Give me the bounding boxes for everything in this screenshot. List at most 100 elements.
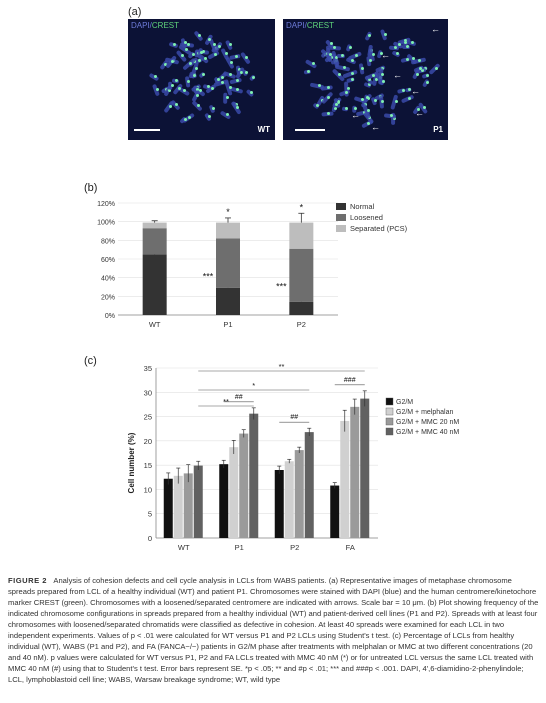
significance-marker: *	[226, 207, 230, 217]
y-tick-label: 120%	[97, 201, 115, 208]
y-tick-label: 40%	[101, 276, 115, 283]
micrograph-label-wt: WT	[257, 125, 270, 134]
centromere-signal	[333, 107, 337, 111]
centromere-signal	[191, 52, 195, 56]
centromere-signal	[170, 84, 174, 88]
centromere-signal	[368, 33, 372, 37]
legend-swatch	[385, 397, 394, 406]
bar-segment	[289, 222, 314, 249]
bar-segment	[216, 222, 240, 239]
centromere-signal	[245, 56, 249, 60]
centromere-signal	[220, 76, 224, 80]
scale-bar-p1	[295, 129, 325, 131]
bar	[249, 413, 259, 538]
micrograph-label-p1: P1	[433, 125, 443, 134]
centromere-signal	[425, 73, 429, 77]
centromere-signal	[335, 55, 339, 59]
centromere-signal	[384, 33, 387, 37]
centromere-signal	[420, 69, 424, 73]
centromere-signal	[329, 41, 333, 45]
bar	[294, 450, 304, 538]
legend-swatch	[336, 214, 346, 221]
centromere-signal	[338, 73, 342, 77]
legend-label: G2/M + MMC 40 nM	[396, 429, 459, 436]
legend-label: G2/M + melphalan	[396, 409, 453, 416]
centromere-signal	[212, 106, 216, 110]
x-tick-label: P1	[223, 320, 232, 329]
significance-marker: **	[223, 397, 229, 406]
centromere-signal	[371, 73, 375, 77]
centromere-signal	[329, 53, 333, 57]
y-tick-label: 0	[148, 534, 152, 543]
centromere-signal	[419, 67, 423, 71]
centromere-signal	[418, 58, 422, 62]
bar	[274, 470, 284, 538]
centromere-signal	[348, 45, 352, 49]
arrow-icon: ←	[351, 110, 360, 120]
y-tick-label: 10	[144, 485, 152, 494]
bar	[239, 433, 249, 538]
centromere-signal	[353, 106, 357, 110]
centromere-signal	[198, 34, 202, 38]
centromere-signal	[252, 75, 256, 79]
centromere-signal	[155, 88, 159, 92]
centromere-signal	[210, 87, 214, 91]
bar-segment	[216, 287, 240, 315]
bar	[193, 465, 203, 538]
centromere-signal	[216, 77, 220, 81]
centromere-signal	[344, 107, 348, 111]
centromere-signal	[235, 105, 239, 109]
centromere-signal	[196, 103, 200, 107]
arrow-icon: ←	[411, 86, 420, 96]
centromere-signal	[351, 58, 355, 62]
legend-swatch	[336, 203, 346, 210]
centromere-signal	[201, 50, 205, 54]
panel-a-label: (a)	[128, 6, 142, 18]
centromere-signal	[380, 52, 384, 56]
centromere-signal	[235, 87, 239, 91]
centromere-signal	[317, 83, 321, 87]
panel-b-label: (b)	[84, 182, 98, 194]
bar-segment	[289, 248, 314, 302]
legend-swatch	[385, 427, 394, 436]
significance-marker: ###	[344, 377, 356, 384]
centromere-signal	[407, 97, 411, 101]
bar	[350, 406, 360, 538]
centromere-signal	[390, 114, 394, 118]
centromere-signal	[169, 105, 173, 109]
x-tick-label: FA	[346, 543, 355, 552]
centromere-signal	[350, 72, 354, 76]
stacked-bar-chart: 0%20%40%60%80%100%120%WT P1 P2******** Norm…	[97, 201, 408, 329]
centromere-signal	[341, 53, 345, 57]
legend-label: Separated (PCS)	[350, 224, 408, 233]
centromere-signal	[229, 60, 233, 64]
centromere-signal	[184, 47, 188, 51]
figure-caption: FIGURE 2 Analysis of cohesion defects an…	[8, 575, 540, 685]
y-tick-label: 5	[148, 510, 152, 519]
significance-marker: ***	[203, 271, 214, 281]
scale-bar-wt	[134, 129, 160, 131]
centromere-signal	[368, 77, 372, 81]
centromere-signal	[193, 73, 197, 77]
x-tick-label: P2	[297, 320, 306, 329]
bar-segment	[142, 228, 167, 255]
centromere-signal	[394, 100, 398, 104]
centromere-signal	[381, 79, 385, 83]
centromere-signal	[229, 43, 233, 47]
y-tick-label: 80%	[101, 238, 115, 245]
panel-c-label: (c)	[84, 355, 97, 367]
centromere-signal	[434, 67, 438, 71]
centromere-signal	[208, 114, 212, 118]
centromere-signal	[206, 85, 210, 89]
centromere-signal	[203, 57, 207, 61]
significance-marker: *	[252, 381, 255, 390]
arrow-icon: ←	[381, 50, 390, 60]
centromere-signal	[373, 98, 377, 102]
caption-text: Analysis of cohesion defects and cell cy…	[8, 576, 539, 684]
centromere-signal	[346, 86, 350, 90]
centromere-signal	[212, 42, 216, 46]
significance-marker: ##	[290, 414, 298, 421]
x-tick-label: P2	[290, 543, 299, 552]
legend-label: G2/M	[396, 399, 413, 406]
centromere-signal	[361, 66, 365, 70]
